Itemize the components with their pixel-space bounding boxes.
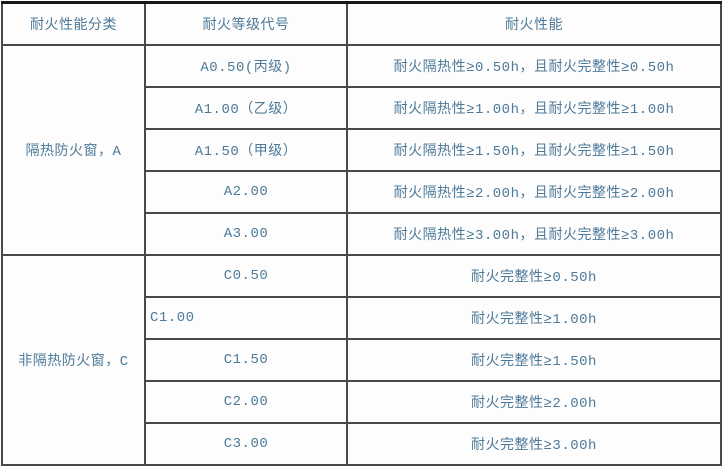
header-cell-performance: 耐火性能 bbox=[346, 1, 722, 46]
header-row: 耐火性能分类 耐火等级代号 耐火性能 bbox=[1, 1, 722, 46]
header-cell-category: 耐火性能分类 bbox=[1, 1, 146, 46]
code-cell: A3.00 bbox=[144, 212, 348, 256]
table-row: A3.00 耐火隔热性≥3.00h，且耐火完整性≥3.00h bbox=[2, 212, 722, 256]
table-row: C2.00 耐火完整性≥2.00h bbox=[2, 380, 722, 424]
performance-cell: 耐火完整性≥1.50h bbox=[346, 338, 722, 382]
code-cell: A2.00 bbox=[144, 170, 348, 214]
performance-cell: 耐火隔热性≥3.00h，且耐火完整性≥3.00h bbox=[346, 212, 722, 256]
code-cell: A1.50（甲级） bbox=[144, 128, 348, 172]
code-cell: C1.00 bbox=[144, 296, 348, 340]
performance-cell: 耐火隔热性≥1.50h，且耐火完整性≥1.50h bbox=[346, 128, 722, 172]
category-cell-non-insulated: 非隔热防火窗，C bbox=[1, 254, 146, 466]
performance-cell: 耐火隔热性≥0.50h，且耐火完整性≥0.50h bbox=[346, 44, 722, 88]
code-cell: A1.00（乙级） bbox=[144, 86, 348, 130]
performance-cell: 耐火完整性≥1.00h bbox=[346, 296, 722, 340]
code-cell: C3.00 bbox=[144, 422, 348, 466]
table-row: C1.00 耐火完整性≥1.00h bbox=[2, 296, 722, 340]
table-row: 隔热防火窗，A A0.50(丙级) 耐火隔热性≥0.50h，且耐火完整性≥0.5… bbox=[1, 44, 722, 256]
table-row: A1.00（乙级） 耐火隔热性≥1.00h，且耐火完整性≥1.00h bbox=[2, 86, 722, 130]
table-row: C1.50 耐火完整性≥1.50h bbox=[2, 338, 722, 382]
code-cell: A0.50(丙级) bbox=[144, 44, 348, 88]
performance-cell: 耐火完整性≥0.50h bbox=[346, 254, 722, 298]
table-row: A1.50（甲级） 耐火隔热性≥1.50h，且耐火完整性≥1.50h bbox=[2, 128, 722, 172]
performance-cell: 耐火完整性≥2.00h bbox=[346, 380, 722, 424]
code-cell: C2.00 bbox=[144, 380, 348, 424]
table-row: 非隔热防火窗，C C0.50 耐火完整性≥0.50h bbox=[1, 254, 722, 466]
performance-cell: 耐火隔热性≥2.00h，且耐火完整性≥2.00h bbox=[346, 170, 722, 214]
performance-cell: 耐火隔热性≥1.00h，且耐火完整性≥1.00h bbox=[346, 86, 722, 130]
header-cell-code: 耐火等级代号 bbox=[144, 1, 348, 46]
performance-cell: 耐火完整性≥3.00h bbox=[346, 422, 722, 466]
code-cell: C1.50 bbox=[144, 338, 348, 382]
category-cell-insulated: 隔热防火窗，A bbox=[1, 44, 146, 256]
table-row: A2.00 耐火隔热性≥2.00h，且耐火完整性≥2.00h bbox=[2, 170, 722, 214]
code-cell: C0.50 bbox=[144, 254, 348, 298]
